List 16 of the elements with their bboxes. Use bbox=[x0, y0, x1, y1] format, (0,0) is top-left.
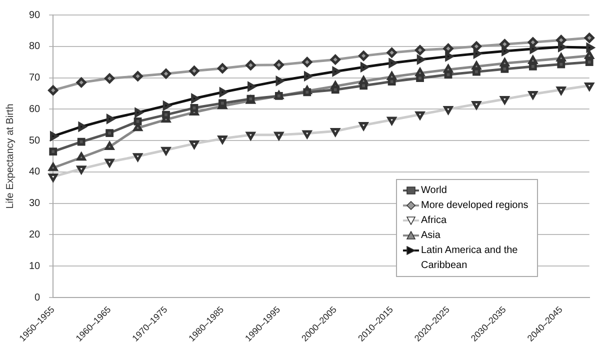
y-tick-label: 30 bbox=[29, 198, 41, 210]
legend-label: World bbox=[421, 184, 447, 198]
y-tick-label: 50 bbox=[29, 135, 41, 146]
y-tick-label: 70 bbox=[29, 72, 41, 84]
legend-label: Asia bbox=[421, 229, 440, 243]
y-tick-label: 0 bbox=[34, 292, 41, 304]
legend-label: Latin America and the Caribbean bbox=[421, 244, 519, 273]
y-tick-label: 80 bbox=[29, 41, 41, 52]
y-axis-title: Life Expectancy at Birth bbox=[4, 104, 16, 209]
y-tick-label: 10 bbox=[29, 260, 41, 272]
y-tick-label: 60 bbox=[29, 104, 41, 115]
y-tick-label: 40 bbox=[29, 166, 41, 178]
y-tick-label: 90 bbox=[29, 10, 41, 21]
legend-label: Africa bbox=[421, 214, 447, 228]
legend-label: More developed regions bbox=[421, 199, 528, 213]
y-tick-label: 20 bbox=[29, 229, 41, 240]
